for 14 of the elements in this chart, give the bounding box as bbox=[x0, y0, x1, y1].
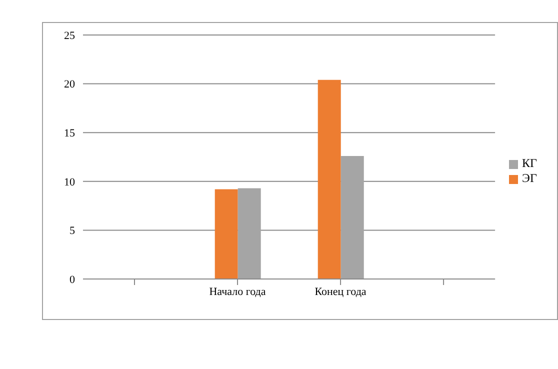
legend-label: ЭГ bbox=[522, 171, 537, 185]
y-tick-label: 5 bbox=[70, 225, 76, 238]
x-tick-label: Конец года bbox=[314, 286, 366, 298]
bar bbox=[214, 189, 238, 279]
bar bbox=[340, 156, 364, 279]
x-tick-label: Начало года bbox=[209, 286, 266, 298]
y-tick-label: 20 bbox=[64, 78, 76, 91]
bar bbox=[238, 188, 261, 279]
bar bbox=[318, 80, 341, 279]
y-tick-label: 0 bbox=[70, 274, 76, 286]
y-tick-label: 15 bbox=[64, 128, 76, 140]
legend-label: КГ bbox=[522, 156, 537, 170]
y-tick-label: 25 bbox=[64, 30, 76, 42]
y-tick-label: 10 bbox=[64, 176, 76, 188]
